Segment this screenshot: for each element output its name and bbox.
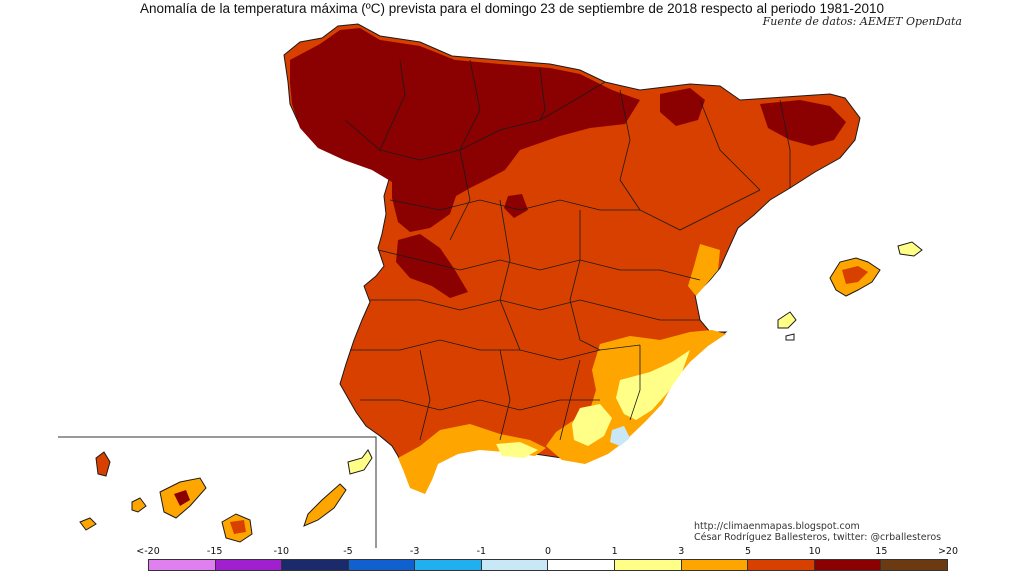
legend-swatch <box>881 560 947 570</box>
legend-tick-label: >20 <box>937 546 959 557</box>
legend-tick-label: 0 <box>544 546 552 557</box>
credits: http://climaenmapas.blogspot.com César R… <box>694 521 941 543</box>
hot-anomaly-northwest <box>290 28 640 232</box>
mild-anomaly-murcia <box>616 350 690 420</box>
warm-anomaly-south <box>398 424 546 494</box>
warm-anomaly-levante <box>688 244 720 296</box>
menorca <box>897 241 923 257</box>
hot-anomaly-east <box>660 88 705 126</box>
legend-swatch <box>149 560 216 570</box>
legend-ticks: <-20 -15 -10 -5 -3 -1 0 1 3 5 10 15 >20 <box>136 546 958 558</box>
legend-swatch <box>615 560 682 570</box>
la-gomera <box>131 497 147 513</box>
legend-tick-label: -10 <box>273 546 290 557</box>
canary-inset-frame <box>58 436 377 548</box>
hot-anomaly-spot <box>504 194 528 218</box>
blog-url: http://climaenmapas.blogspot.com <box>694 521 860 532</box>
legend-swatch <box>415 560 482 570</box>
el-hierro <box>79 517 97 531</box>
legend-swatch <box>348 560 416 570</box>
legend-tick-label: <-20 <box>136 546 160 557</box>
legend-tick-label: 15 <box>875 546 888 557</box>
author-credit: César Rodríguez Ballesteros, twitter: @c… <box>694 532 942 543</box>
legend-swatch <box>548 560 616 570</box>
hot-anomaly-catalonia <box>760 100 846 146</box>
mallorca-hot-core <box>842 266 868 284</box>
legend-tick-label: 10 <box>808 546 821 557</box>
legend-swatch <box>748 560 815 570</box>
legend-swatch <box>282 560 349 570</box>
data-source: Fuente de datos: AEMET OpenData <box>762 15 962 28</box>
fuerteventura <box>303 483 347 527</box>
legend-swatch <box>681 560 749 570</box>
formentera <box>785 333 795 341</box>
legend-tick-label: 1 <box>611 546 618 557</box>
legend-tick-label: 5 <box>744 546 752 557</box>
mild-anomaly-almeria <box>572 404 612 446</box>
legend-tick-label: 3 <box>678 546 685 557</box>
legend-tick-label: -5 <box>343 546 353 557</box>
hot-anomaly-west <box>396 234 468 298</box>
province-borders <box>344 59 791 441</box>
legend-tick-label: -15 <box>206 546 223 557</box>
la-palma <box>95 451 111 477</box>
gran-canaria-hot-core <box>230 520 246 534</box>
lanzarote <box>347 449 373 475</box>
legend-swatch <box>481 560 549 570</box>
ibiza <box>777 311 797 329</box>
legend-swatch <box>215 560 283 570</box>
cool-anomaly-spot <box>610 426 630 446</box>
map-title: Anomalía de la temperatura máxima (ºC) p… <box>139 1 885 16</box>
tenerife-hot-core <box>174 490 190 506</box>
mild-anomaly-malaga <box>496 442 538 458</box>
legend-tick-label: -3 <box>409 546 420 557</box>
color-legend <box>148 559 948 571</box>
legend-tick-label: -1 <box>476 546 487 557</box>
legend-swatch <box>814 560 882 570</box>
